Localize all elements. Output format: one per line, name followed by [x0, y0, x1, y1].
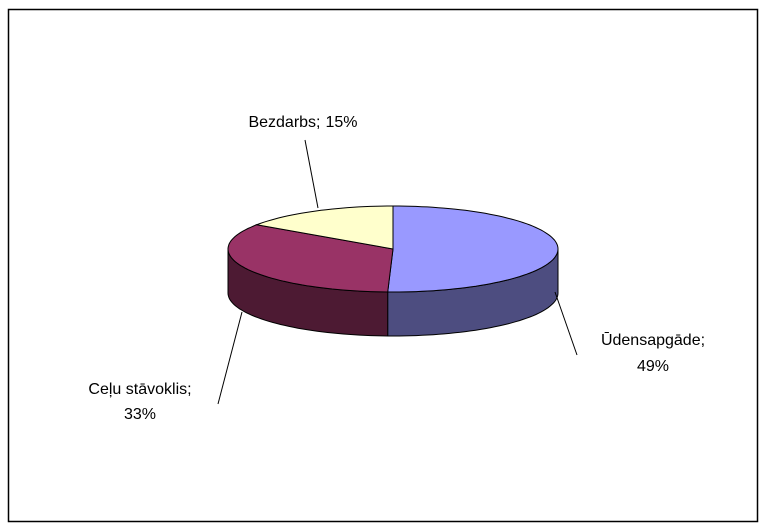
data-label: Bezdarbs; 15% — [248, 114, 357, 131]
data-label-category: Ceļu stāvoklis; — [88, 381, 191, 398]
data-label-value: 15% — [326, 114, 358, 131]
data-label-value: 49% — [637, 358, 669, 375]
data-label-value: 33% — [124, 406, 156, 423]
pie-slice — [227, 224, 394, 293]
pie-slice — [254, 205, 394, 250]
leader-line — [554, 291, 578, 356]
leader-line — [304, 139, 319, 209]
data-label-category: Ūdensapgāde; — [601, 331, 705, 349]
pie-slice — [387, 205, 559, 293]
data-label-category: Bezdarbs; — [248, 114, 320, 131]
leader-line — [217, 311, 243, 405]
